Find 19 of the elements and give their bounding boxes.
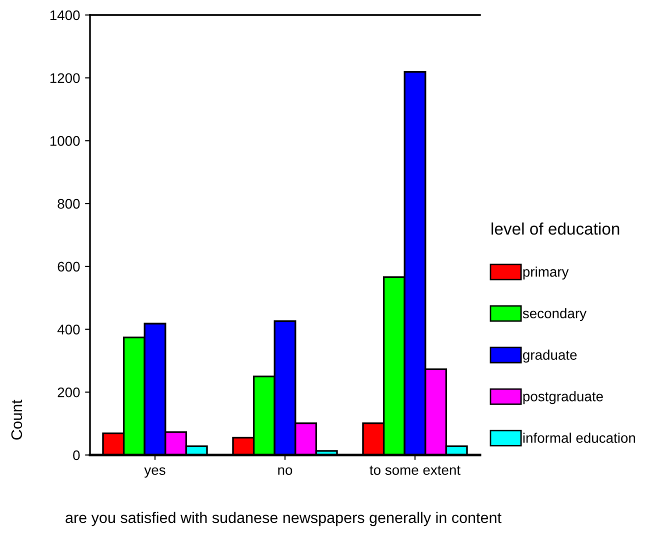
y-tick-label: 1200	[50, 73, 80, 84]
x-tick-label: no	[278, 467, 292, 475]
legend-label: informal education	[523, 432, 636, 443]
legend-label: graduate	[523, 350, 577, 363]
legend-label: primary	[523, 266, 569, 280]
legend-label: secondary	[522, 308, 586, 322]
y-tick-label: 800	[58, 198, 80, 209]
y-axis-title: Count	[11, 400, 22, 440]
y-tick-label: 200	[58, 387, 80, 398]
y-tick-label: 1000	[50, 136, 80, 146]
y-tick-label: 0	[73, 450, 80, 460]
y-tick-label: 600	[58, 262, 80, 272]
legend-label: postgraduate	[523, 391, 603, 404]
y-tick-label: 1400	[50, 10, 80, 20]
x-axis-title: are you satisfied with sudanese newspapers generally in content	[66, 512, 502, 526]
x-tick-label: yes	[144, 467, 166, 478]
x-tick-label: to some extent	[370, 466, 460, 475]
legend-title: level of education	[492, 222, 620, 235]
y-tick-label: 400	[57, 324, 80, 334]
